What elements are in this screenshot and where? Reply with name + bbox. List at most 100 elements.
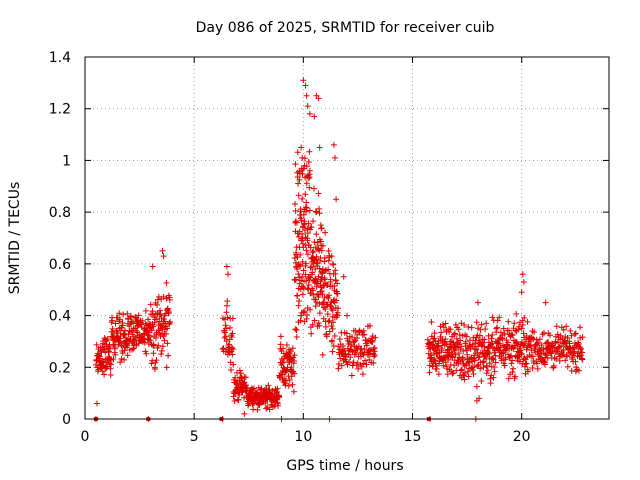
data-point	[300, 165, 307, 172]
y-tick-label: 0.4	[49, 309, 71, 325]
data-point	[303, 180, 310, 187]
chart-title: Day 086 of 2025, SRMTID for receiver cui…	[196, 20, 495, 36]
data-point	[228, 345, 235, 352]
data-point	[226, 324, 233, 331]
data-point	[291, 254, 298, 261]
data-point	[161, 337, 168, 344]
data-point	[505, 318, 512, 325]
data-point	[160, 293, 167, 300]
data-point	[158, 351, 165, 358]
data-point	[305, 286, 312, 293]
data-point	[513, 339, 520, 346]
y-tick-label: 1	[62, 153, 71, 169]
data-point	[524, 318, 531, 325]
data-point	[224, 298, 231, 305]
data-point	[501, 362, 508, 369]
data-point	[319, 242, 326, 249]
data-point	[322, 229, 329, 236]
data-point	[308, 330, 315, 337]
data-point	[525, 368, 532, 375]
data-point	[129, 346, 136, 353]
data-point	[335, 305, 342, 312]
data-point	[457, 337, 464, 344]
data-point	[444, 371, 451, 378]
data-point	[300, 283, 307, 290]
data-point	[116, 316, 123, 323]
data-point	[296, 176, 303, 183]
data-point	[117, 338, 124, 345]
data-point	[543, 352, 550, 359]
data-point	[508, 360, 515, 367]
y-tick-label: 0	[62, 412, 71, 428]
data-point	[306, 184, 313, 191]
data-point	[537, 347, 544, 354]
data-point	[315, 190, 322, 197]
data-point	[299, 291, 306, 298]
data-point	[298, 312, 305, 319]
data-point	[101, 346, 108, 353]
data-point	[263, 405, 270, 412]
data-point	[450, 331, 457, 338]
data-point	[150, 323, 157, 330]
data-point	[302, 271, 309, 278]
data-point	[299, 170, 306, 177]
data-point	[295, 233, 302, 240]
data-point	[104, 335, 111, 342]
data-point	[522, 361, 529, 368]
data-point	[265, 382, 272, 389]
data-point	[159, 247, 166, 254]
data-point	[303, 199, 310, 206]
data-point	[231, 397, 238, 404]
data-point	[451, 330, 458, 337]
data-point	[507, 353, 514, 360]
y-tick-label: 1.2	[49, 102, 71, 118]
data-point	[520, 278, 527, 285]
data-point	[307, 244, 314, 251]
x-axis-label: GPS time / hours	[286, 458, 403, 474]
data-point	[319, 291, 326, 298]
data-point	[521, 314, 528, 321]
data-point	[288, 364, 295, 371]
data-point	[560, 326, 567, 333]
data-point	[477, 326, 484, 333]
data-point	[515, 326, 522, 333]
data-point	[297, 206, 304, 213]
data-point	[117, 359, 124, 366]
data-point	[292, 218, 299, 225]
data-point	[298, 277, 305, 284]
data-point	[225, 271, 232, 278]
data-point	[306, 148, 313, 155]
plot-frame	[84, 56, 610, 420]
data-point	[119, 322, 126, 329]
data-point	[316, 265, 323, 272]
data-point	[318, 288, 325, 295]
data-point	[333, 196, 340, 203]
data-point	[130, 345, 137, 352]
data-point	[363, 342, 370, 349]
data-point	[292, 276, 299, 283]
data-point	[316, 144, 323, 151]
data-point	[316, 210, 323, 217]
data-point	[473, 346, 480, 353]
data-point	[475, 299, 481, 306]
data-point	[323, 333, 330, 340]
data-point	[306, 110, 313, 117]
data-point	[312, 208, 319, 215]
data-point	[553, 323, 560, 330]
data-point	[151, 366, 158, 373]
x-tick-label: 10	[294, 429, 312, 445]
data-point	[166, 296, 173, 303]
data-point	[291, 370, 298, 377]
data-point	[139, 317, 146, 324]
data-point	[307, 264, 314, 271]
data-point	[578, 355, 585, 362]
data-point	[511, 320, 518, 327]
data-point	[531, 329, 538, 336]
data-point	[305, 158, 312, 165]
data-point	[303, 92, 310, 99]
data-point	[529, 364, 536, 371]
data-point	[326, 292, 333, 299]
data-point	[476, 332, 483, 339]
data-point	[300, 267, 307, 274]
data-point	[487, 380, 494, 387]
